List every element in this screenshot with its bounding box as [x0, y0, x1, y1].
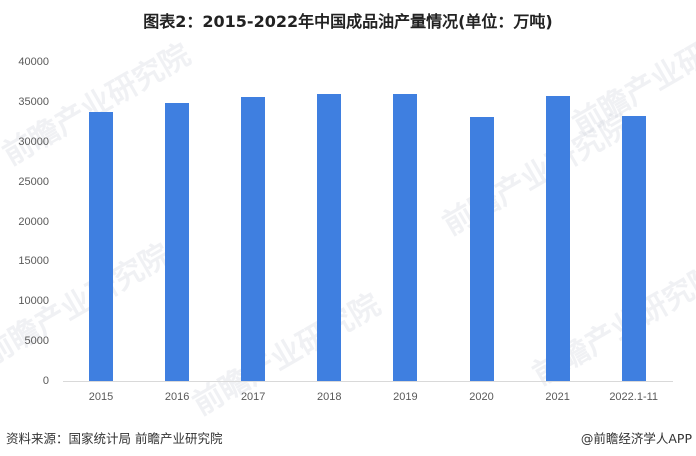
x-tick-label: 2020	[469, 391, 494, 403]
bar-2015	[89, 112, 113, 381]
y-tick-label: 15000	[18, 255, 49, 268]
y-tick-label: 35000	[18, 95, 49, 108]
bar-2018	[317, 93, 342, 381]
y-tick-label: 25000	[18, 175, 49, 188]
x-tick-label: 2018	[317, 391, 342, 403]
x-tick-label: 2021	[545, 391, 570, 403]
credit-note: @前瞻经济学人APP	[580, 431, 692, 446]
bar-2016	[165, 103, 190, 381]
x-tick-label: 2016	[164, 391, 190, 403]
bar-2022.1-11	[621, 116, 646, 381]
bar-2017	[241, 97, 266, 381]
watermark: 前瞻产业研究院	[437, 107, 637, 243]
y-tick-label: 10000	[18, 295, 49, 308]
x-tick-label: 2015	[88, 391, 114, 403]
y-tick-label: 30000	[18, 135, 49, 148]
x-tick-label: 2019	[393, 391, 418, 403]
source-note: 资料来源：国家统计局 前瞻产业研究院	[6, 431, 223, 446]
y-tick-label: 40000	[18, 56, 49, 68]
y-tick-label: 0	[42, 375, 49, 387]
bar-2019	[393, 93, 418, 381]
y-tick-label: 20000	[18, 215, 49, 228]
y-tick-label: 5000	[24, 335, 49, 348]
x-tick-label: 2022.1-11	[609, 391, 659, 403]
bar-2020	[469, 117, 494, 381]
x-tick-label: 2017	[240, 391, 266, 403]
x-axis-line	[63, 381, 673, 382]
chart-title: 图表2：2015-2022年中国成品油产量情况(单位：万吨)	[143, 12, 553, 31]
bar-2021	[545, 96, 570, 381]
